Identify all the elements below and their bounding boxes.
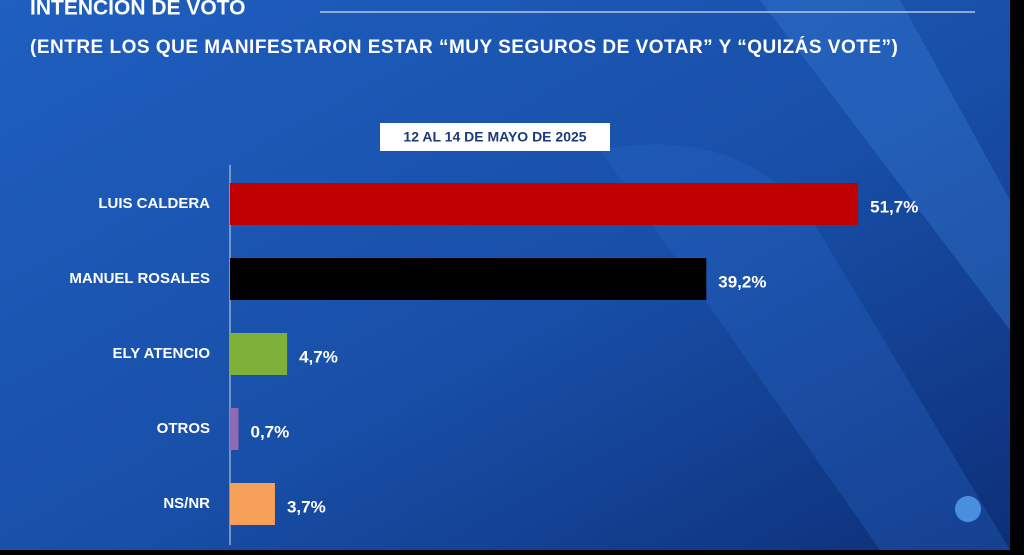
- date-box: [380, 123, 610, 151]
- chart-title: INTENCIÓN DE VOTO: [30, 0, 245, 20]
- bar: [230, 483, 275, 525]
- chart-subtitle: (ENTRE LOS QUE MANIFESTARON ESTAR “MUY S…: [30, 37, 899, 58]
- bar: [230, 183, 859, 225]
- value-label: 39,2%: [718, 272, 766, 291]
- value-label: 3,7%: [287, 497, 326, 516]
- category-label: LUIS CALDERA: [98, 195, 210, 212]
- value-label: 51,7%: [870, 197, 918, 216]
- subtitle-box: (ENTRE LOS QUE MANIFESTARON ESTAR “MUY S…: [30, 37, 899, 58]
- decoration: [760, 0, 1010, 330]
- category-label: MANUEL ROSALES: [69, 270, 210, 287]
- bar: [230, 408, 239, 450]
- bar: [230, 258, 707, 300]
- category-label: OTROS: [157, 420, 210, 437]
- category-label: ELY ATENCIO: [112, 345, 210, 362]
- bar: [230, 333, 288, 375]
- decoration: [955, 496, 981, 522]
- value-label: 0,7%: [251, 422, 290, 441]
- decoration: [600, 144, 1010, 550]
- date-label: 12 AL 14 DE MAYO DE 2025: [403, 129, 586, 145]
- category-label: NS/NR: [163, 495, 210, 512]
- value-label: 4,7%: [299, 347, 338, 366]
